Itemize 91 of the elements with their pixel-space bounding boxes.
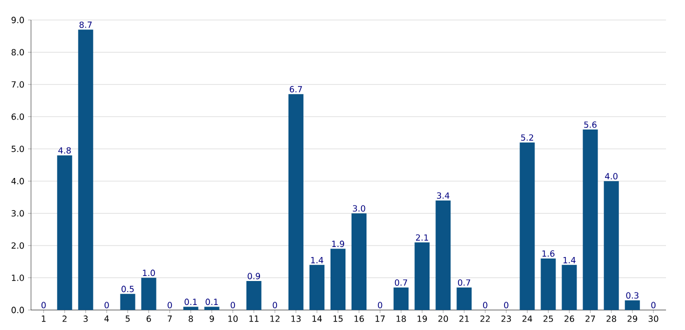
bar [436, 200, 451, 310]
data-label: 5.6 [584, 121, 597, 128]
x-tick-label: 30 [648, 316, 658, 322]
y-tick-label: 8.0 [12, 49, 24, 56]
data-label: 0 [104, 302, 109, 308]
bar [520, 142, 535, 310]
y-tick-label: 4.0 [11, 178, 24, 184]
data-label: 0 [504, 302, 508, 308]
x-tick-label: 27 [586, 316, 595, 322]
x-tick-label: 14 [312, 316, 322, 322]
data-label: 1.0 [142, 270, 155, 276]
x-tick-label: 22 [480, 316, 490, 322]
data-label: 4.8 [58, 147, 71, 154]
x-tick-label: 19 [418, 316, 427, 322]
data-label: 0 [41, 302, 46, 308]
x-tick-label: 9 [210, 316, 214, 322]
data-label: 0 [651, 302, 656, 308]
x-tick-label: 2 [62, 316, 66, 322]
x-tick-label: 12 [270, 316, 280, 322]
bar [57, 155, 72, 310]
data-label: 1.6 [542, 250, 554, 257]
data-label: 0.3 [626, 292, 638, 299]
data-label: 0.1 [206, 298, 218, 306]
bar [624, 300, 640, 310]
x-tick-label: 26 [564, 316, 574, 322]
data-label: 0 [168, 302, 172, 308]
x-tick-label: 29 [628, 316, 638, 322]
data-label: 0.5 [122, 286, 134, 292]
y-tick-label: 2.0 [12, 242, 24, 249]
bar [352, 213, 367, 310]
data-label: 0 [272, 302, 278, 308]
data-label: 0.9 [248, 272, 260, 280]
x-tick-label: 25 [543, 316, 553, 322]
x-tick-label: 18 [396, 316, 406, 322]
x-tick-label: 17 [376, 316, 385, 322]
y-tick-label: 6.0 [12, 113, 24, 120]
x-tick-label: 10 [228, 316, 238, 322]
x-tick-label: 4 [104, 316, 109, 322]
y-tick-label: 7.0 [12, 81, 24, 88]
bar [288, 94, 304, 310]
x-tick-label: 21 [459, 316, 469, 322]
bar [394, 287, 409, 310]
bar [183, 306, 198, 310]
data-label: 1.4 [563, 257, 576, 264]
bar [309, 264, 324, 310]
data-label: 3.4 [437, 192, 450, 199]
bar [120, 294, 136, 310]
data-label: 1.4 [311, 257, 324, 264]
data-label: 3.0 [352, 205, 366, 212]
bar [204, 306, 220, 310]
bar [456, 287, 472, 310]
x-tick-label: 16 [354, 316, 364, 322]
bar [562, 264, 577, 310]
x-tick-label: 1 [42, 316, 46, 322]
y-tick-label: 1.0 [12, 274, 24, 281]
x-tick-label: 28 [606, 316, 616, 322]
data-label: 8.7 [80, 22, 92, 28]
x-tick-label: 8 [188, 316, 193, 322]
x-tick-label: 13 [291, 316, 301, 322]
data-label: 0.7 [394, 279, 408, 286]
bar [582, 130, 598, 310]
bar [330, 248, 346, 310]
x-tick-label: 20 [438, 316, 448, 322]
x-tick-label: 6 [146, 316, 151, 322]
x-tick-label: 7 [168, 316, 172, 322]
x-tick-label: 3 [84, 316, 88, 322]
data-label: 0 [378, 302, 382, 308]
data-label: 0.1 [184, 298, 197, 306]
data-label: 4.0 [605, 173, 618, 180]
bar [141, 278, 156, 310]
x-tick-label: 5 [126, 316, 130, 322]
data-label: 6.7 [290, 86, 302, 92]
data-label: 1.9 [332, 240, 344, 248]
y-tick-label: 9.0 [12, 16, 24, 24]
x-tick-label: 15 [334, 316, 343, 322]
bar [246, 281, 262, 310]
data-label: 0 [483, 302, 488, 308]
y-tick-label: 3.0 [12, 210, 24, 217]
bar [540, 258, 556, 310]
x-tick-label: 24 [522, 316, 532, 322]
bar [414, 242, 430, 310]
data-label: 0 [230, 302, 235, 308]
data-label: 5.2 [521, 134, 534, 141]
y-tick-label: 5.0 [12, 146, 24, 152]
bar [78, 30, 94, 310]
data-label: 2.1 [416, 234, 428, 241]
data-label: 0.7 [458, 279, 470, 286]
bar [604, 181, 619, 310]
x-tick-label: 11 [249, 316, 258, 322]
y-tick-label: 0.0 [12, 306, 24, 314]
x-tick-label: 23 [501, 316, 511, 322]
